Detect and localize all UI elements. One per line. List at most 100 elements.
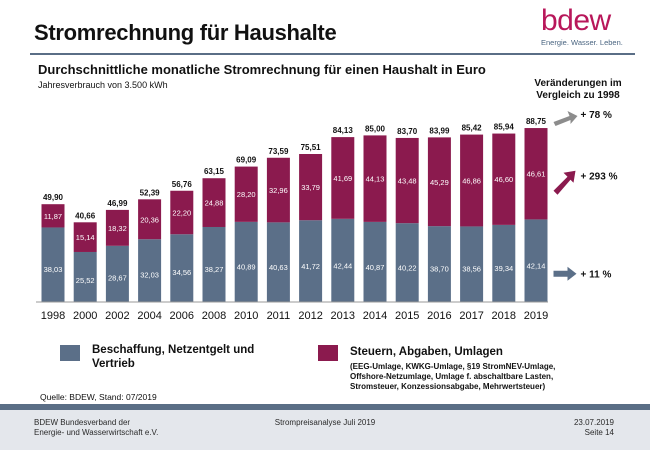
bar-taxes-2016 — [427, 137, 451, 227]
data-label-procurement-2011: 40,63 — [269, 263, 288, 272]
x-tick-label-2006: 2006 — [170, 310, 194, 322]
total-label-2000: 40,66 — [75, 211, 96, 220]
data-label-procurement-2013: 42,44 — [333, 261, 352, 270]
legend-detail-line-2: Offshore-Netzumlage, Umlage f. abschaltb… — [350, 372, 554, 381]
data-label-procurement-2016: 38,70 — [430, 265, 449, 274]
x-tick-label-1998: 1998 — [41, 310, 65, 322]
total-label-2015: 83,70 — [397, 127, 418, 136]
footer: BDEW Bundesverband der Energie- und Wass… — [0, 404, 650, 450]
total-label-2017: 85,42 — [462, 124, 483, 133]
bar-taxes-2002 — [105, 209, 129, 246]
bar-procurement-2017 — [460, 226, 484, 302]
legend-label-taxes: Steuern, Abgaben, Umlagen — [350, 346, 503, 358]
x-tick-label-2017: 2017 — [459, 310, 483, 322]
bar-procurement-2015 — [395, 223, 419, 302]
logo-tagline: Energie. Wasser. Leben. — [541, 38, 623, 47]
data-label-taxes-2000: 15,14 — [76, 233, 95, 242]
bar-taxes-2004 — [138, 199, 162, 240]
changes-note: Veränderungen im Vergleich zu 1998 — [534, 78, 622, 101]
legend-detail-line-1: (EEG-Umlage, KWKG-Umlage, §19 StromNEV-U… — [350, 362, 556, 371]
data-label-taxes-2011: 32,96 — [269, 186, 288, 195]
footer-org-line-1: BDEW Bundesverband der — [34, 418, 131, 427]
x-tick-label-2016: 2016 — [427, 310, 451, 322]
data-label-taxes-2013: 41,69 — [333, 174, 352, 183]
bar-procurement-2018 — [492, 224, 516, 302]
data-label-procurement-2014: 40,87 — [366, 263, 385, 272]
bar-procurement-2004 — [138, 239, 162, 302]
total-label-2012: 75,51 — [301, 143, 322, 152]
x-tick-label-2000: 2000 — [73, 310, 97, 322]
data-label-procurement-2018: 39,34 — [494, 264, 513, 273]
data-label-procurement-2017: 38,56 — [462, 265, 481, 274]
footer-page: Seite 14 — [584, 428, 614, 437]
bar-taxes-2000 — [73, 222, 97, 252]
total-label-2014: 85,00 — [365, 124, 386, 133]
bar-taxes-2006 — [170, 190, 194, 235]
chart-subtitle: Jahresverbrauch von 3.500 kWh — [38, 80, 168, 90]
data-label-taxes-2016: 45,29 — [430, 178, 449, 187]
bar-procurement-2019 — [524, 219, 548, 302]
data-label-procurement-2008: 38,27 — [205, 265, 224, 274]
bar-procurement-2008 — [202, 226, 226, 302]
legend-swatch-procurement — [60, 345, 80, 361]
change-arrow-0 — [553, 111, 578, 127]
bar-taxes-2019 — [524, 128, 548, 220]
footer-meta: 23.07.2019 Seite 14 — [574, 418, 614, 438]
data-label-taxes-2017: 46,86 — [462, 176, 481, 185]
footer-org-line-2: Energie- und Wasserwirtschaft e.V. — [34, 428, 159, 437]
data-label-taxes-2018: 46,60 — [494, 175, 513, 184]
data-label-procurement-2006: 34,56 — [172, 268, 191, 277]
bar-taxes-1998 — [41, 204, 65, 228]
bar-taxes-2017 — [460, 134, 484, 227]
total-label-2004: 52,39 — [140, 188, 161, 197]
bar-taxes-2014 — [363, 135, 387, 222]
data-label-taxes-2012: 33,79 — [301, 183, 320, 192]
data-label-procurement-2004: 32,03 — [140, 270, 159, 279]
legend-detail-line-3: Stromsteuer, Konzessionsabgabe, Mehrwert… — [350, 382, 546, 391]
bar-taxes-2015 — [395, 137, 419, 224]
total-label-2019: 88,75 — [526, 117, 547, 126]
data-label-procurement-2000: 25,52 — [76, 276, 95, 285]
bar-procurement-2010 — [234, 221, 258, 302]
legend-label-procurement: Beschaffung, Netzentgelt und Vertrieb — [92, 344, 255, 370]
legend-swatch-taxes — [318, 345, 338, 361]
x-tick-label-2010: 2010 — [234, 310, 258, 322]
total-label-2013: 84,13 — [333, 126, 354, 135]
bar-taxes-2010 — [234, 166, 258, 222]
data-label-taxes-2019: 46,61 — [527, 170, 546, 179]
data-label-procurement-2019: 42,14 — [527, 262, 546, 271]
x-tick-label-2008: 2008 — [202, 310, 226, 322]
data-label-taxes-2010: 28,20 — [237, 190, 256, 199]
source-note: Quelle: BDEW, Stand: 07/2019 — [40, 392, 157, 402]
bar-procurement-2016 — [427, 226, 451, 302]
bar-taxes-2011 — [266, 157, 290, 223]
data-label-procurement-1998: 38,03 — [44, 265, 63, 274]
total-label-2008: 63,15 — [204, 167, 225, 176]
x-tick-label-2012: 2012 — [298, 310, 322, 322]
total-label-2006: 56,76 — [172, 180, 193, 189]
data-label-procurement-2012: 41,72 — [301, 262, 320, 271]
data-label-taxes-2014: 44,13 — [366, 175, 385, 184]
change-arrow-1 — [553, 170, 576, 195]
data-label-taxes-1998: 11,87 — [44, 212, 62, 221]
page-title: Stromrechnung für Haushalte — [34, 20, 337, 45]
bar-procurement-2011 — [266, 222, 290, 302]
x-tick-label-2004: 2004 — [137, 310, 161, 322]
change-arrow-2 — [553, 266, 577, 281]
logo-wordmark: bdew — [541, 4, 611, 37]
total-label-1998: 49,90 — [43, 193, 64, 202]
total-label-2010: 69,09 — [236, 156, 257, 165]
bar-taxes-2013 — [331, 137, 355, 219]
change-label-1: + 293 % — [581, 172, 618, 183]
change-label-0: + 78 % — [581, 110, 613, 121]
data-label-taxes-2004: 20,36 — [140, 215, 159, 224]
bar-procurement-2014 — [363, 221, 387, 302]
data-label-taxes-2008: 24,88 — [205, 199, 224, 208]
bar-taxes-2018 — [492, 133, 516, 225]
x-tick-label-2002: 2002 — [105, 310, 129, 322]
x-tick-label-2014: 2014 — [363, 310, 387, 322]
bar-taxes-2008 — [202, 178, 226, 227]
data-label-taxes-2002: 18,32 — [108, 224, 127, 233]
data-label-procurement-2002: 28,67 — [108, 273, 127, 282]
total-label-2016: 83,99 — [429, 126, 450, 135]
